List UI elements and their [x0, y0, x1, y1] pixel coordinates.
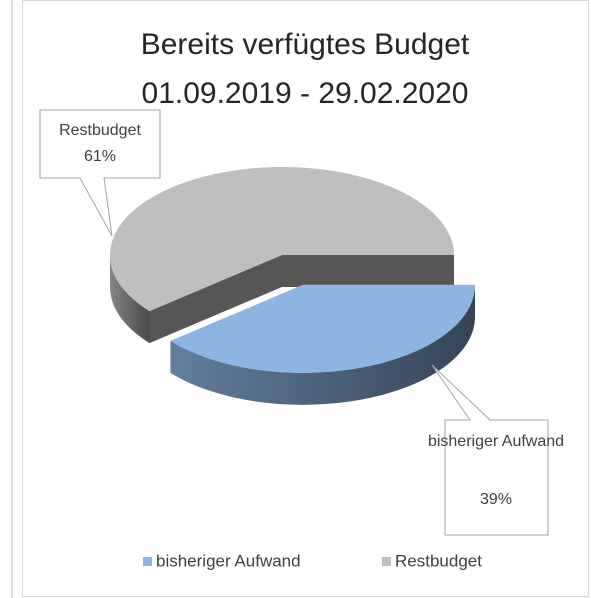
data-label-name: Restbudget — [59, 122, 141, 139]
data-label-value: 61% — [84, 148, 116, 165]
legend-label: bisheriger Aufwand — [156, 551, 301, 570]
legend-swatch — [382, 557, 391, 566]
slice-face — [149, 255, 282, 344]
legend-label: Restbudget — [395, 551, 482, 570]
data-label-value: 39% — [480, 491, 512, 508]
data-label-name: bisheriger Aufwand — [428, 433, 564, 450]
slice-face — [282, 255, 454, 287]
slice-wall — [170, 284, 476, 405]
pie — [110, 166, 476, 405]
legend: bisheriger Aufwand Restbudget — [143, 551, 482, 570]
chart-subtitle: 01.09.2019 - 29.02.2020 — [142, 77, 469, 110]
slice — [110, 166, 455, 312]
legend-swatch — [143, 557, 152, 566]
callout-box — [431, 364, 549, 536]
callout-box — [39, 109, 161, 237]
chart-title: Bereits verfügtes Budget — [141, 28, 470, 61]
slice — [170, 284, 476, 373]
slice-wall — [110, 255, 150, 344]
